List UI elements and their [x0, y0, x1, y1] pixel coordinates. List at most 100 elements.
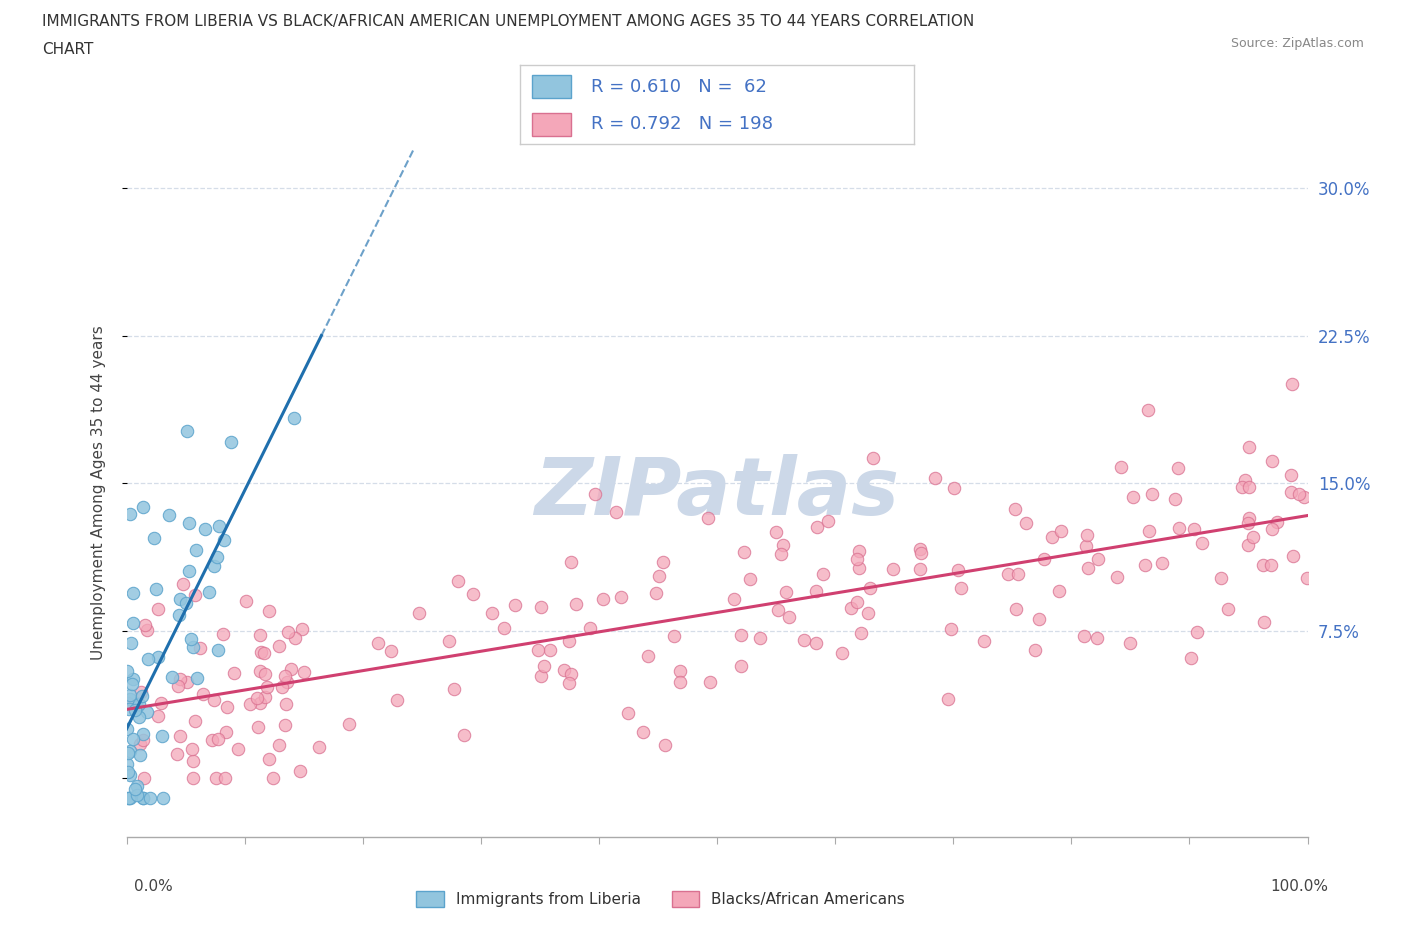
Point [848, 561, 870, 576]
Point [1119, 635, 1142, 650]
Point [748, 631, 770, 645]
Point [385, 693, 408, 708]
Point [129, 737, 152, 751]
Point [120, 687, 142, 702]
Point [124, 703, 146, 718]
Point [191, 686, 214, 701]
Point [149, 696, 172, 711]
Point [132, 790, 155, 805]
Point [1237, 480, 1260, 495]
Point [134, 618, 156, 632]
Legend: Immigrants from Liberia, Blacks/African Americans: Immigrants from Liberia, Blacks/African … [411, 884, 911, 913]
Point [453, 728, 475, 743]
Point [851, 625, 873, 640]
Point [197, 584, 219, 599]
Point [125, 778, 148, 793]
Point [439, 634, 461, 649]
Point [283, 411, 305, 426]
Point [1292, 489, 1315, 504]
Point [804, 635, 827, 650]
Point [1182, 521, 1205, 536]
Point [1237, 515, 1260, 530]
Point [188, 641, 211, 656]
Point [1050, 524, 1073, 538]
Point [530, 600, 553, 615]
Point [169, 671, 191, 686]
Point [221, 434, 243, 449]
Point [669, 664, 692, 679]
Point [183, 588, 205, 603]
Point [271, 680, 294, 695]
Point [503, 598, 526, 613]
Point [148, 650, 170, 665]
Point [533, 658, 555, 673]
Point [207, 732, 229, 747]
Point [949, 580, 972, 595]
Point [181, 640, 204, 655]
Point [184, 713, 207, 728]
Point [277, 625, 299, 640]
Point [128, 696, 150, 711]
Point [276, 697, 298, 711]
Point [1279, 485, 1302, 499]
Point [1133, 558, 1156, 573]
Point [176, 423, 198, 438]
Point [583, 487, 606, 502]
Point [1232, 480, 1254, 495]
Point [845, 594, 868, 609]
Point [1136, 403, 1159, 418]
Point [208, 518, 231, 533]
Point [1168, 521, 1191, 536]
Point [793, 632, 815, 647]
Point [249, 628, 271, 643]
Point [1024, 643, 1046, 658]
FancyBboxPatch shape [531, 113, 571, 137]
Point [848, 544, 870, 559]
Text: IMMIGRANTS FROM LIBERIA VS BLACK/AFRICAN AMERICAN UNEMPLOYMENT AMONG AGES 35 TO : IMMIGRANTS FROM LIBERIA VS BLACK/AFRICAN… [42, 14, 974, 29]
Point [1209, 570, 1232, 585]
Point [267, 639, 290, 654]
Point [862, 451, 884, 466]
Point [647, 568, 669, 583]
Point [262, 771, 284, 786]
Point [367, 635, 389, 650]
Point [443, 682, 465, 697]
Point [211, 626, 233, 641]
Point [1239, 511, 1261, 525]
Point [254, 690, 277, 705]
Point [202, 559, 225, 574]
Point [908, 542, 931, 557]
Point [908, 562, 931, 577]
Point [1164, 492, 1187, 507]
Point [1085, 631, 1108, 645]
Point [166, 747, 188, 762]
Point [127, 788, 149, 803]
Point [578, 621, 600, 636]
Point [162, 669, 184, 684]
Point [121, 671, 143, 686]
Point [181, 753, 204, 768]
Point [769, 547, 792, 562]
Point [1288, 487, 1310, 502]
Point [224, 665, 246, 680]
Point [142, 531, 165, 546]
Point [804, 583, 827, 598]
Point [132, 790, 155, 805]
Point [1191, 536, 1213, 551]
Point [136, 704, 159, 719]
Point [558, 634, 581, 649]
Point [723, 591, 745, 606]
Point [765, 525, 787, 539]
Point [1237, 440, 1260, 455]
Point [1279, 467, 1302, 482]
Point [139, 790, 162, 805]
Point [115, 756, 138, 771]
Point [654, 737, 676, 752]
Point [117, 746, 139, 761]
Point [1073, 629, 1095, 644]
Point [212, 533, 235, 548]
Point [132, 727, 155, 742]
Point [249, 644, 271, 659]
Point [697, 511, 720, 525]
Point [207, 643, 229, 658]
